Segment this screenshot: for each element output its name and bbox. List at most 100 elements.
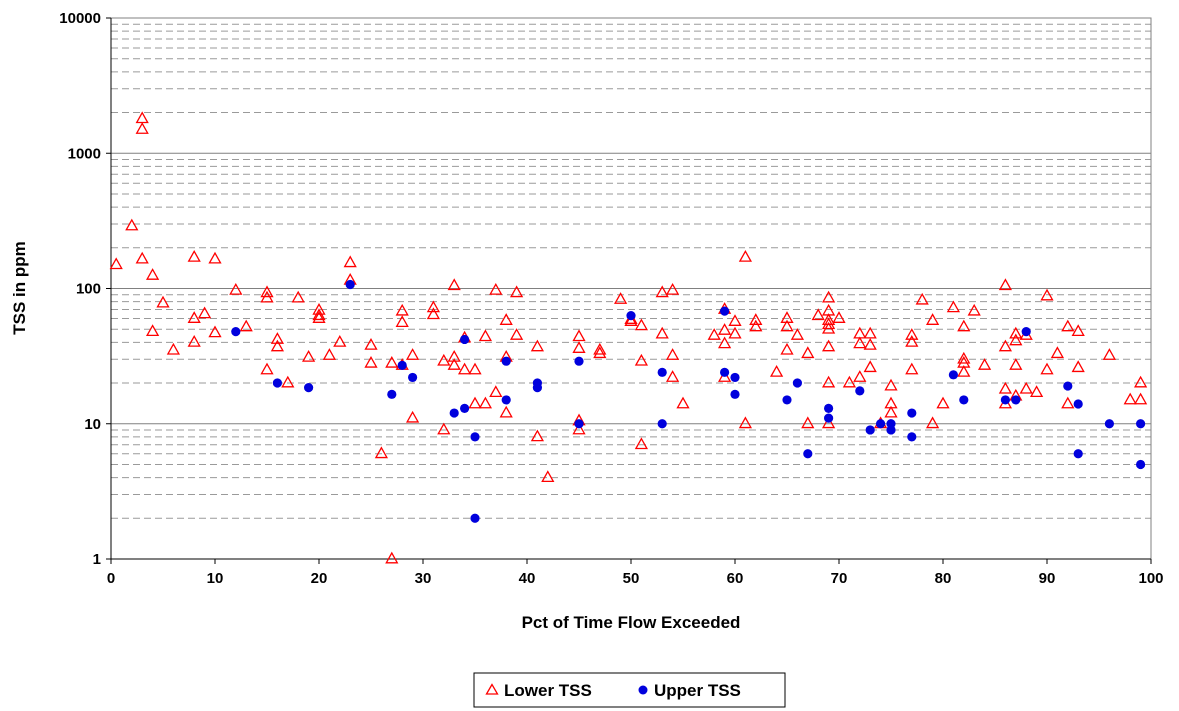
y-tick-label: 10000 xyxy=(59,10,101,27)
lower-tss-point xyxy=(499,405,513,418)
lower-tss-point xyxy=(801,346,815,359)
lower-tss-point xyxy=(509,285,524,298)
lower-tss-point xyxy=(364,355,378,368)
lower-tss-point xyxy=(717,370,732,382)
y-tick-label: 100 xyxy=(76,281,101,298)
upper-tss-point xyxy=(657,367,667,377)
lower-tss-point xyxy=(655,285,669,298)
lower-tss-point xyxy=(728,314,742,326)
lower-tss-point xyxy=(613,292,628,304)
lower-tss-point xyxy=(915,292,929,305)
upper-tss-point xyxy=(574,419,584,429)
lower-tss-point xyxy=(509,328,524,340)
lower-tss-point xyxy=(530,339,545,352)
lower-tss-point xyxy=(801,416,815,429)
upper-tss-point xyxy=(1104,419,1114,429)
lower-tss-point xyxy=(1029,385,1044,398)
lower-tss-point xyxy=(312,302,326,315)
lower-tss-point xyxy=(572,422,586,435)
upper-tss-point xyxy=(1000,395,1011,405)
lower-tss-point xyxy=(395,303,409,316)
lower-tss-point xyxy=(208,325,222,338)
lower-tss-point xyxy=(728,326,742,339)
upper-tss-point xyxy=(1136,459,1146,470)
lower-tss-point xyxy=(676,396,690,409)
lower-tss-point xyxy=(405,348,420,360)
lower-tss-point xyxy=(1133,392,1148,405)
lower-tss-point xyxy=(135,251,149,264)
lower-tss-point xyxy=(655,326,669,339)
lower-tss-point xyxy=(957,319,971,332)
lower-tss-point xyxy=(312,311,326,323)
lower-tss-point xyxy=(457,362,472,375)
lower-tss-point xyxy=(541,470,555,483)
upper-tss-point xyxy=(470,513,480,523)
lower-tss-point xyxy=(1071,360,1085,373)
lower-tss-point xyxy=(749,319,763,332)
series-upper-tss xyxy=(231,279,1146,523)
lower-tss-point xyxy=(437,353,451,366)
lower-tss-point xyxy=(572,341,586,353)
x-tick-label: 30 xyxy=(415,570,432,587)
lower-tss-point xyxy=(291,290,305,303)
upper-tss-point xyxy=(574,356,584,366)
upper-tss-point xyxy=(865,425,875,435)
lower-tss-point xyxy=(270,339,285,352)
upper-tss-point xyxy=(304,383,314,393)
lower-tss-point xyxy=(343,255,357,268)
upper-tss-point xyxy=(959,395,969,405)
upper-tss-point xyxy=(657,419,667,429)
lower-tss-point xyxy=(769,364,784,377)
lower-tss-point xyxy=(281,375,295,388)
lower-tss-point xyxy=(229,282,243,295)
lower-tss-point xyxy=(489,282,503,295)
lower-tss-point xyxy=(197,306,212,319)
upper-tss-point xyxy=(387,389,397,399)
upper-tss-point xyxy=(626,311,636,321)
lower-tss-point xyxy=(821,321,836,334)
lower-tss-point xyxy=(925,313,940,325)
upper-tss-point xyxy=(470,432,480,442)
lower-tss-point xyxy=(1050,346,1065,359)
lower-tss-point xyxy=(593,342,607,355)
lower-tss-point xyxy=(447,349,461,362)
upper-tss-point xyxy=(1021,327,1031,337)
legend: Lower TSS Upper TSS xyxy=(473,672,786,708)
x-tick-label: 10 xyxy=(207,570,224,587)
upper-tss-point xyxy=(408,372,418,383)
upper-tss-point xyxy=(1011,395,1021,405)
lower-tss-point xyxy=(1040,288,1054,301)
lower-tss-point xyxy=(260,290,274,303)
lower-tss-point xyxy=(156,295,170,308)
lower-tss-point xyxy=(884,378,898,391)
x-tick-label: 50 xyxy=(623,570,640,587)
lower-tss-point xyxy=(1040,362,1054,375)
lower-tss-point xyxy=(489,385,503,398)
x-tick-label: 100 xyxy=(1138,570,1163,587)
lower-tss-point xyxy=(957,351,971,364)
lower-tss-point xyxy=(863,326,877,339)
upper-tss-point xyxy=(460,403,470,413)
lower-tss-point xyxy=(1061,396,1075,409)
lower-tss-point xyxy=(749,313,763,325)
lower-tss-point xyxy=(1009,326,1023,339)
lower-tss-point xyxy=(1071,324,1085,337)
lower-tss-point xyxy=(665,348,680,360)
lower-tss-point xyxy=(665,282,680,295)
lower-tss-point xyxy=(260,362,274,375)
upper-tss-point xyxy=(1136,419,1146,429)
lower-tss-point xyxy=(665,370,680,382)
lower-tss-point xyxy=(863,360,877,373)
lower-tss-point xyxy=(832,311,846,323)
lower-tss-point xyxy=(1009,358,1023,370)
lower-tss-point xyxy=(187,334,201,347)
x-tick-label: 70 xyxy=(831,570,848,587)
lower-tss-point xyxy=(967,303,981,316)
upper-tss-point xyxy=(397,360,407,371)
upper-tss-point xyxy=(792,378,803,388)
lower-tss-point xyxy=(780,311,794,323)
lower-tss-point xyxy=(166,342,181,355)
lower-tss-point xyxy=(468,362,482,375)
